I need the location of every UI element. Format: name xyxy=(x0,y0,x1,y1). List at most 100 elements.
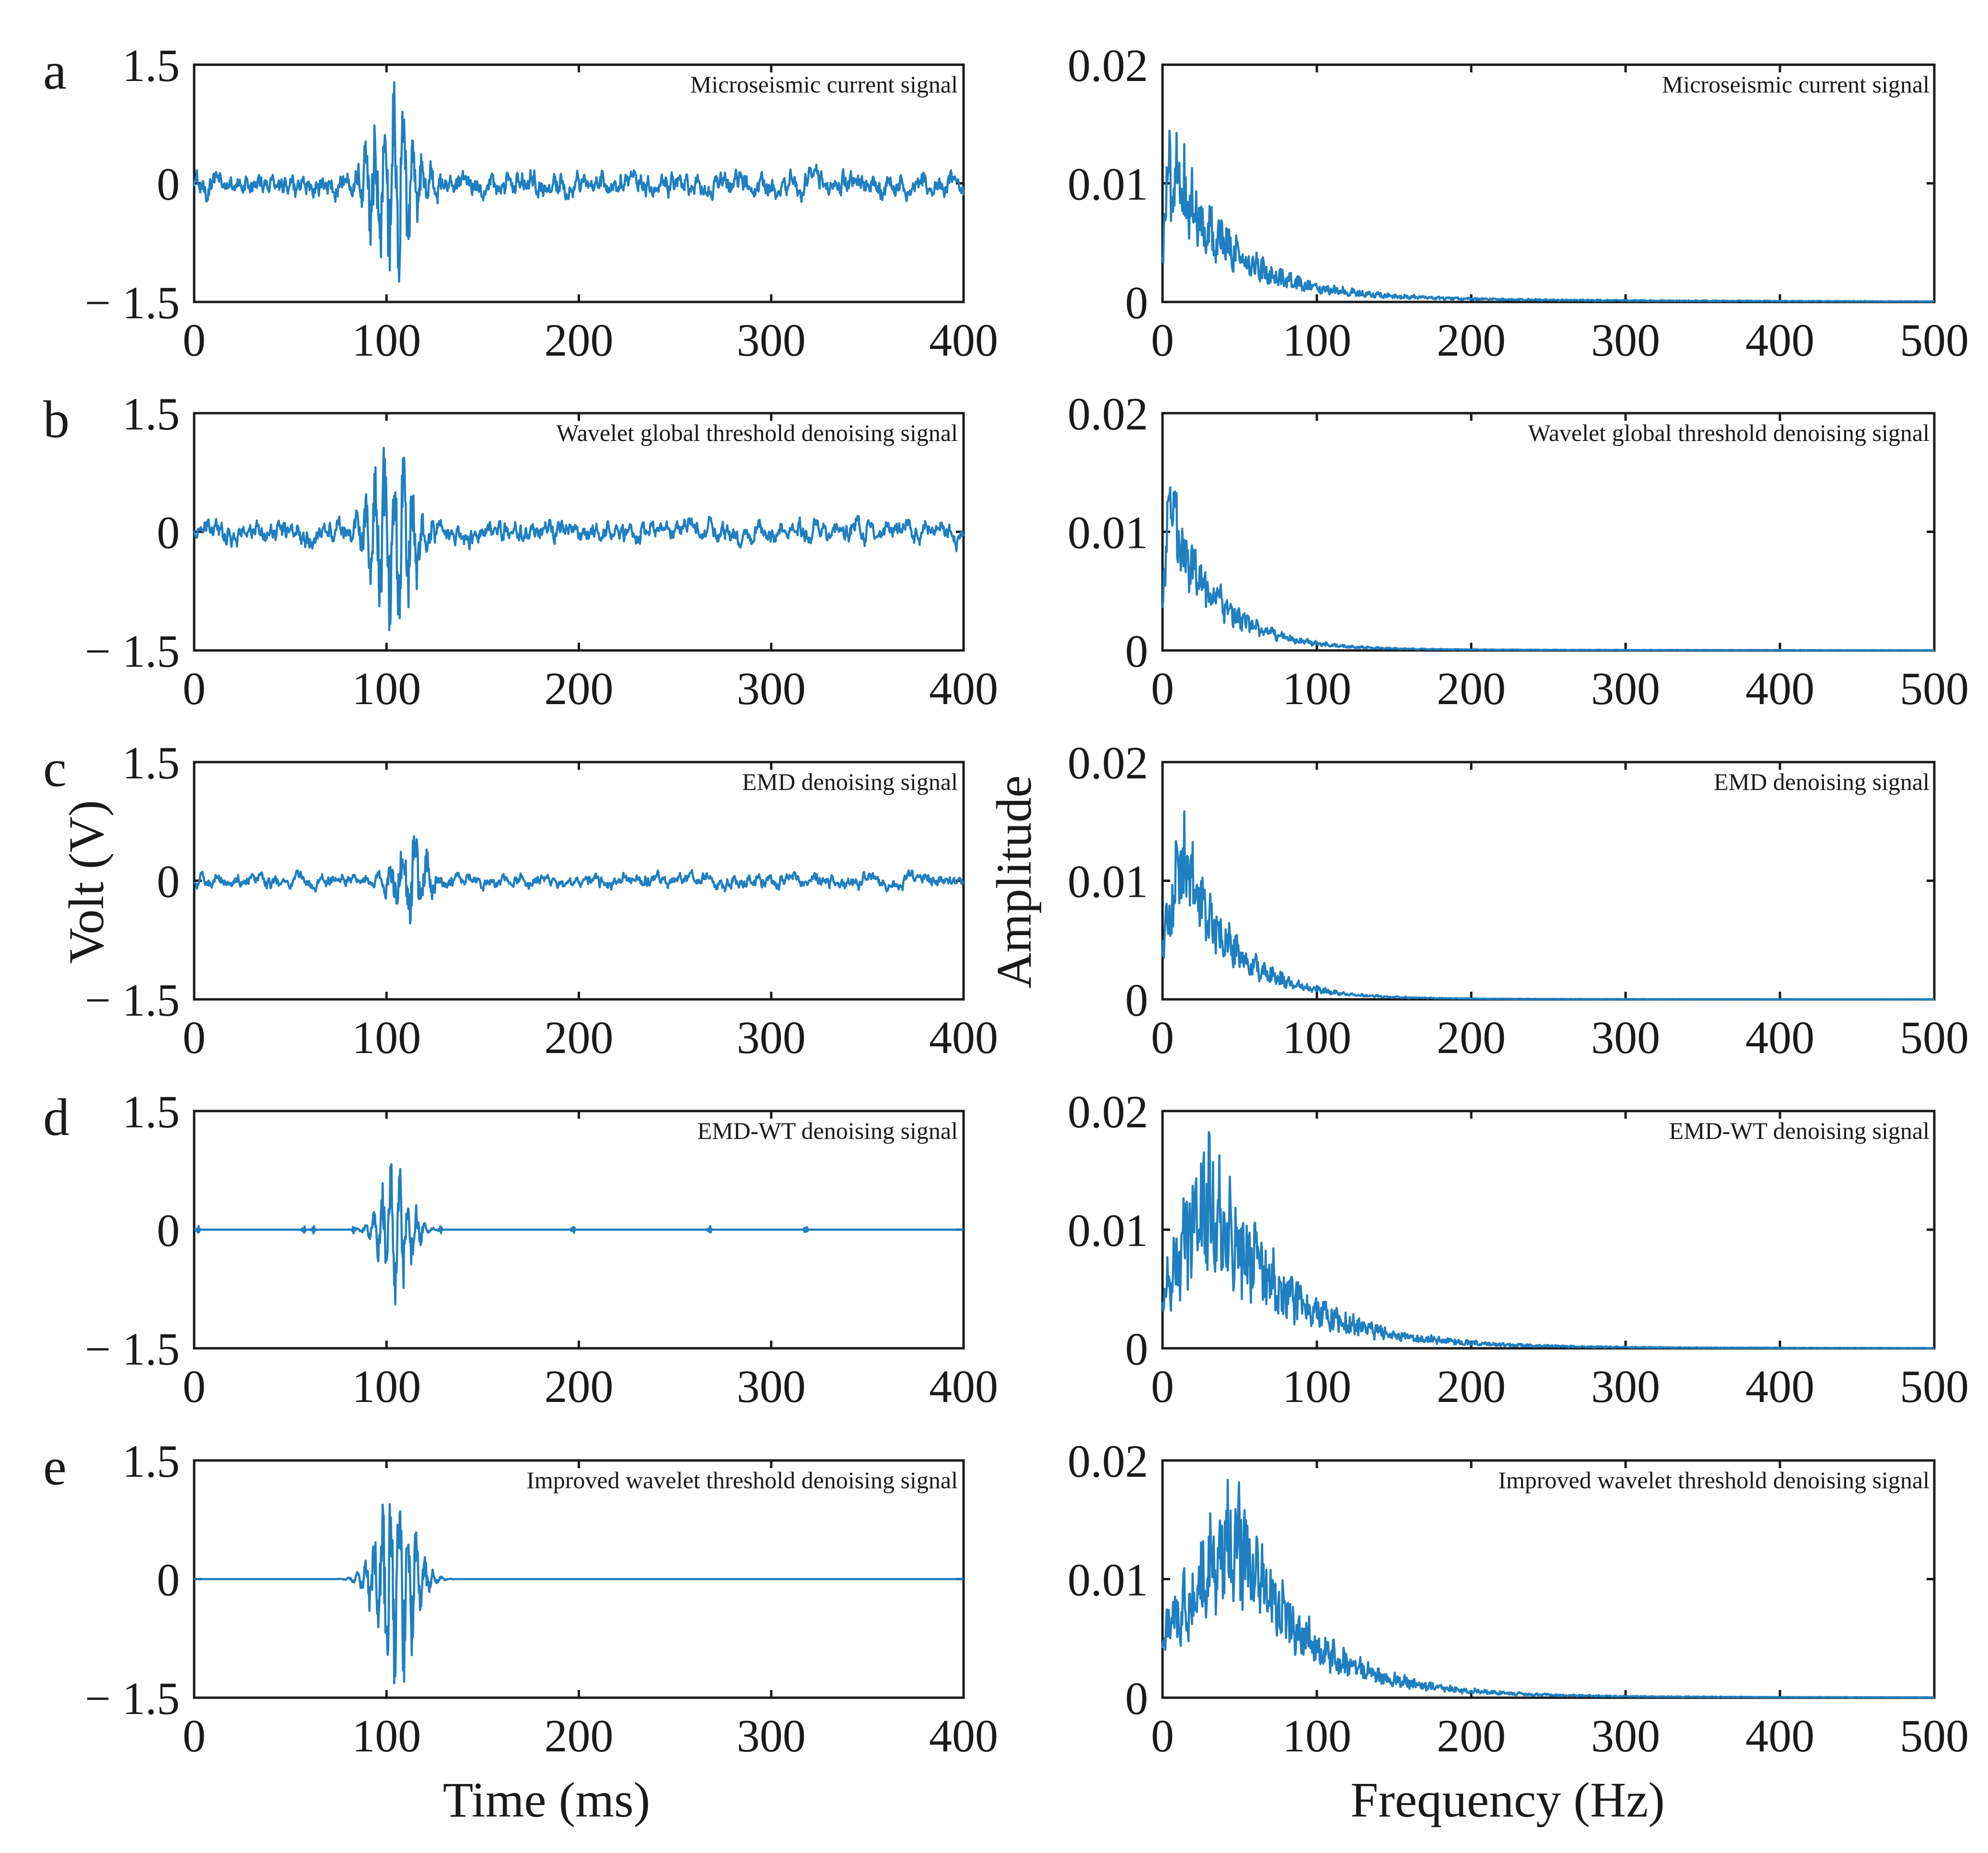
time-axis-d-xtick-label: 400 xyxy=(929,1361,998,1412)
freq-axis-d-xtick-label: 0 xyxy=(1151,1361,1174,1412)
time-axis-e-xtick-label: 400 xyxy=(929,1710,998,1761)
freq-axis-d-ytick-label: 0.01 xyxy=(1068,1205,1148,1256)
time-axis-b-ytick-label: − 1.5 xyxy=(85,625,180,677)
time-axis-e-xtick-label: 0 xyxy=(183,1710,206,1761)
freq-axis-c-xtick-label: 400 xyxy=(1745,1012,1814,1063)
freq-axis-e-xtick-label: 300 xyxy=(1591,1710,1660,1761)
time-series-line-e xyxy=(193,1503,965,1685)
freq-axis-d-xtick-label: 200 xyxy=(1437,1361,1506,1412)
time-axis-a-xtick-label: 300 xyxy=(737,314,806,366)
freq-axis-a-xtick-label: 300 xyxy=(1591,314,1660,366)
freq-axis-c-xtick-label: 200 xyxy=(1437,1012,1506,1063)
time-axis-c-xtick-label: 400 xyxy=(929,1012,998,1063)
time-axis-b-xtick-label: 400 xyxy=(929,663,998,714)
freq-axis-b-xtick-label: 0 xyxy=(1151,663,1174,714)
spectrum-line-e xyxy=(1161,1479,1935,1699)
spectrum-plot-title-c: EMD denoising signal xyxy=(1714,768,1930,795)
time-axis-b-xtick-label: 0 xyxy=(183,663,206,714)
time-axis-e-ytick-label: 0 xyxy=(157,1554,180,1606)
freq-axis-a-xtick-label: 100 xyxy=(1282,314,1351,366)
freq-axis-e-xtick-label: 200 xyxy=(1437,1710,1506,1761)
time-axis-b-ytick-label: 1.5 xyxy=(122,388,180,440)
time-axis-b-ytick-label: 0 xyxy=(157,507,180,558)
spectrum-plot-title-d: EMD-WT denoising signal xyxy=(1669,1117,1930,1144)
spectrum-plot-e: 0 100 200 300 400 500 0.02 0.01 0 Improved wavele… xyxy=(1068,1436,1969,1761)
freq-axis-d-xtick-label: 400 xyxy=(1745,1361,1814,1412)
freq-axis-e-ytick-label: 0 xyxy=(1125,1673,1148,1724)
time-axis-c-ytick-label: 0 xyxy=(157,856,180,907)
spectrum-plot-title-a: Microseismic current signal xyxy=(1662,71,1930,98)
time-axis-d-ytick-label: − 1.5 xyxy=(85,1323,180,1375)
freq-axis-e-xtick-label: 0 xyxy=(1151,1710,1174,1761)
time-plot-title-d: EMD-WT denoising signal xyxy=(698,1117,958,1144)
freq-axis-b-ytick-label: 0 xyxy=(1125,625,1148,677)
time-axis-e-ytick-label: − 1.5 xyxy=(85,1673,180,1724)
freq-axis-e-ytick-label: 0.02 xyxy=(1068,1436,1148,1487)
freq-axis-c-ytick-label: 0.01 xyxy=(1068,856,1148,907)
freq-axis-b-ytick-label: 0.01 xyxy=(1068,507,1148,558)
freq-axis-e-xtick-label: 400 xyxy=(1745,1710,1814,1761)
time-axis-e-xtick-label: 300 xyxy=(737,1710,806,1761)
time-axis-a-ytick-label: 1.5 xyxy=(122,40,180,91)
time-axis-a-xtick-label: 400 xyxy=(929,314,998,366)
freq-axis-d-xtick-label: 500 xyxy=(1900,1361,1969,1412)
time-series-line-d xyxy=(193,1163,965,1306)
freq-axis-c-xtick-label: 500 xyxy=(1900,1012,1969,1063)
y-axis-label-volt: Volt (V) xyxy=(59,800,114,964)
time-axis-b-xtick-label: 100 xyxy=(352,663,421,714)
freq-axis-c-frame xyxy=(1161,761,1936,1001)
time-axis-c-ytick-label: 1.5 xyxy=(122,737,180,788)
time-axis-d-ytick-label: 0 xyxy=(157,1205,180,1256)
freq-axis-a-frame xyxy=(1161,63,1936,303)
freq-axis-c-xtick-label: 100 xyxy=(1282,1012,1351,1063)
spectrum-plot-c: 0 100 200 300 400 500 0.02 0.01 0 EMD denoising s… xyxy=(1068,737,1969,1063)
freq-axis-b-ytick-label: 0.02 xyxy=(1068,388,1148,440)
time-plot-title-c: EMD denoising signal xyxy=(742,768,958,795)
freq-axis-a-xtick-label: 0 xyxy=(1151,314,1174,366)
freq-axis-d-xtick-label: 100 xyxy=(1282,1361,1351,1412)
freq-axis-a-ytick-label: 0.01 xyxy=(1068,159,1148,210)
time-plot-title-a: Microseismic current signal xyxy=(690,71,958,98)
spectrum-line-b xyxy=(1161,486,1935,652)
panel-letter-a: a xyxy=(43,42,67,100)
time-axis-a-ytick-label: 0 xyxy=(157,159,180,210)
x-axis-label-frequency: Frequency (Hz) xyxy=(1350,1772,1664,1828)
freq-axis-a-xtick-label: 400 xyxy=(1745,314,1814,366)
freq-axis-b-xtick-label: 300 xyxy=(1591,663,1660,714)
freq-axis-a-ytick-label: 0.02 xyxy=(1068,40,1148,91)
freq-axis-d-xtick-label: 300 xyxy=(1591,1361,1660,1412)
panel-letter-e: e xyxy=(43,1437,67,1496)
spectrum-plot-b: 0 100 200 300 400 500 0.02 0.01 0 Wavelet global … xyxy=(1068,388,1969,714)
freq-axis-b-frame xyxy=(1161,412,1936,652)
time-axis-e-xtick-label: 100 xyxy=(352,1710,421,1761)
time-axis-c-ytick-label: − 1.5 xyxy=(85,974,180,1026)
time-axis-d-xtick-label: 100 xyxy=(352,1361,421,1412)
spectrum-line-a xyxy=(1161,129,1935,303)
freq-axis-a-ytick-label: 0 xyxy=(1125,277,1148,328)
time-axis-a-xtick-label: 0 xyxy=(183,314,206,366)
time-series-line-c xyxy=(193,835,965,925)
freq-axis-d-ytick-label: 0 xyxy=(1125,1323,1148,1375)
freq-axis-c-xtick-label: 0 xyxy=(1151,1012,1174,1063)
time-series-line-b xyxy=(193,447,965,632)
x-axis-label-time: Time (ms) xyxy=(443,1772,650,1828)
freq-axis-e-ytick-label: 0.01 xyxy=(1068,1554,1148,1606)
time-axis-b-xtick-label: 300 xyxy=(737,663,806,714)
time-axis-c-xtick-label: 200 xyxy=(545,1012,614,1063)
freq-axis-c-xtick-label: 300 xyxy=(1591,1012,1660,1063)
time-axis-c-xtick-label: 300 xyxy=(737,1012,806,1063)
spectrum-plot-a: 0 100 200 300 400 500 0.02 0.01 0 Microseismic cu… xyxy=(1068,40,1969,366)
spectrum-plot-title-b: Wavelet global threshold denoising signa… xyxy=(1528,419,1930,446)
spectrum-line-c xyxy=(1161,810,1935,1001)
time-series-line-a xyxy=(193,81,965,283)
freq-axis-b-xtick-label: 100 xyxy=(1282,663,1351,714)
